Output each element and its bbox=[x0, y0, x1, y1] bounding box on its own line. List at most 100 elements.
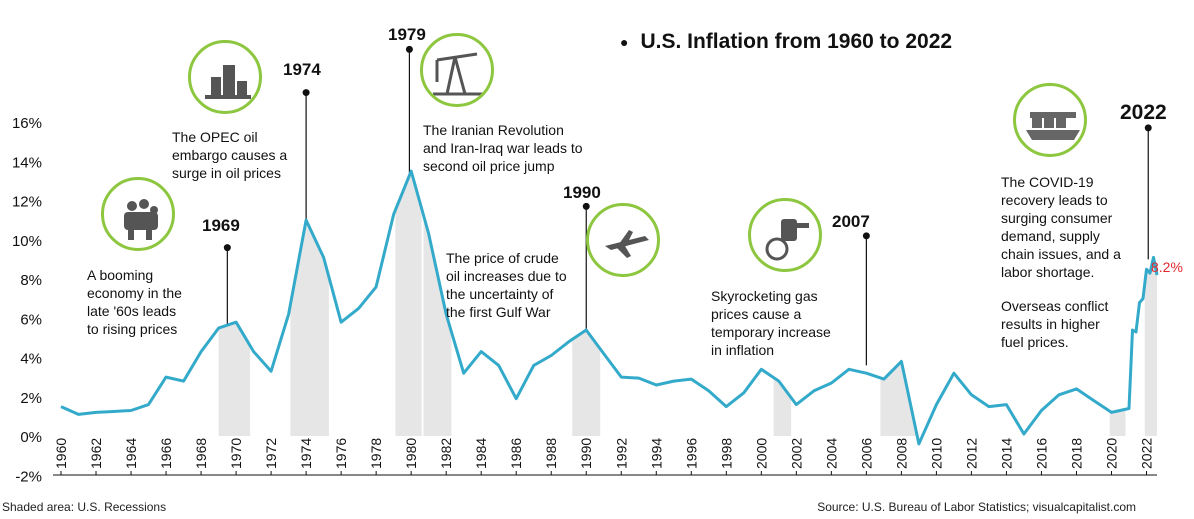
footer-recession-note: Shaded area: U.S. Recessions bbox=[2, 500, 167, 514]
annotation-line: Overseas conflict bbox=[1001, 298, 1109, 314]
x-tick-label: 1990 bbox=[578, 438, 594, 469]
y-tick-label: 6% bbox=[20, 311, 42, 328]
recession-shading bbox=[572, 330, 601, 436]
annotation-line: recovery leads to bbox=[1001, 192, 1108, 208]
x-tick-label: 1994 bbox=[648, 438, 664, 469]
annotation-line: The OPEC oil bbox=[172, 129, 258, 145]
x-tick-label: 1972 bbox=[263, 438, 279, 469]
x-tick-label: 2006 bbox=[858, 438, 874, 469]
x-axis: 1960 1962 1964 1966 1968 1970 1972 1974 1976 1978… bbox=[53, 438, 1157, 476]
x-tick-label: 1986 bbox=[508, 438, 524, 469]
x-tick-label: 2016 bbox=[1033, 438, 1049, 469]
x-tick-label: 1976 bbox=[333, 438, 349, 469]
x-tick-label: 2018 bbox=[1068, 438, 1084, 469]
gas-nozzle-icon bbox=[748, 198, 822, 272]
annotation-line: fuel prices. bbox=[1001, 334, 1069, 350]
annotation-line: embargo causes a bbox=[172, 147, 288, 163]
x-tick-label: 2002 bbox=[788, 438, 804, 469]
chart-title-text: U.S. Inflation from 1960 to 2022 bbox=[640, 30, 953, 53]
year-label-1974: 1974 bbox=[283, 60, 321, 79]
annotation-line: The COVID-19 bbox=[1001, 174, 1094, 190]
x-tick-label: 1978 bbox=[368, 438, 384, 469]
annotation-marker-dot bbox=[405, 45, 413, 53]
annotation-line: and Iran-Iraq war leads to bbox=[423, 140, 583, 156]
annotation-line: second oil price jump bbox=[423, 158, 555, 174]
x-tick-label: 2014 bbox=[998, 438, 1014, 469]
year-label-2007: 2007 bbox=[832, 212, 870, 231]
annotation-1990: The price of crude oil increases due to … bbox=[446, 249, 567, 321]
annotation-line: The price of crude bbox=[446, 250, 559, 266]
annotation-1979: The Iranian Revolution and Iran-Iraq war… bbox=[423, 121, 583, 175]
annotation-marker-dot bbox=[302, 89, 310, 97]
cargo-ship-icon bbox=[1013, 83, 1087, 157]
y-tick-label: 10% bbox=[12, 233, 42, 250]
x-tick-label: 2008 bbox=[893, 438, 909, 469]
year-label-2022: 2022 bbox=[1120, 101, 1167, 124]
x-tick-label: 1960 bbox=[53, 438, 69, 469]
year-label-1979: 1979 bbox=[388, 25, 426, 44]
x-tick-label: 2000 bbox=[753, 438, 769, 469]
x-tick-label: 1984 bbox=[473, 438, 489, 469]
annotation-line: temporary increase bbox=[711, 324, 831, 340]
annotation-line: surge in oil prices bbox=[172, 165, 281, 181]
x-tick-label: 1980 bbox=[403, 438, 419, 469]
recession-shading bbox=[1144, 258, 1157, 436]
annotation-line: demand, supply bbox=[1001, 228, 1100, 244]
x-tick-label: 1974 bbox=[298, 438, 314, 469]
y-tick-label: -2% bbox=[15, 468, 42, 485]
chart-title: ● U.S. Inflation from 1960 to 2022 bbox=[620, 30, 952, 54]
x-tick-label: 2004 bbox=[823, 438, 839, 469]
x-tick-label: 1998 bbox=[718, 438, 734, 469]
annotation-line: to rising prices bbox=[87, 321, 178, 337]
oil-pump-icon bbox=[420, 33, 494, 107]
x-tick-label: 2022 bbox=[1138, 438, 1154, 469]
x-tick-label: 1996 bbox=[683, 438, 699, 469]
annotation-line: late '60s leads bbox=[87, 303, 177, 319]
annotation-line: in inflation bbox=[711, 342, 775, 358]
y-tick-label: 0% bbox=[20, 429, 42, 446]
annotation-line: results in higher bbox=[1001, 316, 1100, 332]
x-tick-label: 1992 bbox=[613, 438, 629, 469]
recession-shading bbox=[880, 362, 921, 436]
y-tick-label: 4% bbox=[20, 351, 42, 368]
annotation-line: oil increases due to bbox=[446, 268, 567, 284]
fighter-jet-icon bbox=[586, 203, 660, 277]
annotation-2022: The COVID-19 recovery leads to surging c… bbox=[1001, 173, 1121, 351]
recession-shading-group bbox=[218, 171, 1157, 436]
recession-shading bbox=[290, 222, 329, 436]
x-tick-label: 1968 bbox=[193, 438, 209, 469]
footer-source: Source: U.S. Bureau of Labor Statistics;… bbox=[817, 500, 1136, 514]
x-tick-label: 1962 bbox=[88, 438, 104, 469]
annotation-line: Skyrocketing gas bbox=[711, 288, 818, 304]
annotation-marker-dot bbox=[862, 232, 870, 240]
annotation-line: economy in the bbox=[87, 285, 182, 301]
annotation-marker-group bbox=[223, 45, 1152, 366]
y-tick-label: 14% bbox=[12, 154, 42, 171]
x-tick-label: 1966 bbox=[158, 438, 174, 469]
current-value-label: 8.2% bbox=[1151, 259, 1183, 275]
title-bullet-icon: ● bbox=[620, 34, 629, 51]
x-tick-label: 2012 bbox=[963, 438, 979, 469]
inflation-line bbox=[60, 169, 1159, 446]
recession-shading bbox=[218, 322, 251, 436]
annotation-line: A booming bbox=[87, 267, 154, 283]
y-axis: -2% 0% 2% 4% 6% 8% 10% 12% 14% 16% bbox=[12, 115, 42, 485]
annotation-line: the uncertainty of bbox=[446, 286, 554, 302]
annotation-marker-dot bbox=[223, 244, 231, 252]
recession-shading bbox=[1109, 409, 1126, 436]
annotation-line: prices cause a bbox=[711, 306, 802, 322]
annotation-1969: A booming economy in the late '60s leads… bbox=[87, 266, 182, 338]
y-tick-label: 8% bbox=[20, 272, 42, 289]
oil-barrels-icon bbox=[188, 40, 262, 114]
x-tick-label: 2010 bbox=[928, 438, 944, 469]
annotation-line: the first Gulf War bbox=[446, 304, 551, 320]
x-tick-label: 1982 bbox=[438, 438, 454, 469]
crowd-icon bbox=[101, 177, 175, 251]
year-label-1969: 1969 bbox=[202, 216, 240, 235]
recession-shading bbox=[423, 215, 452, 436]
y-tick-label: 2% bbox=[20, 390, 42, 407]
annotation-spacer bbox=[1001, 281, 1121, 297]
recession-shading bbox=[395, 171, 422, 436]
annotation-2007: Skyrocketing gas prices cause a temporar… bbox=[711, 287, 831, 359]
